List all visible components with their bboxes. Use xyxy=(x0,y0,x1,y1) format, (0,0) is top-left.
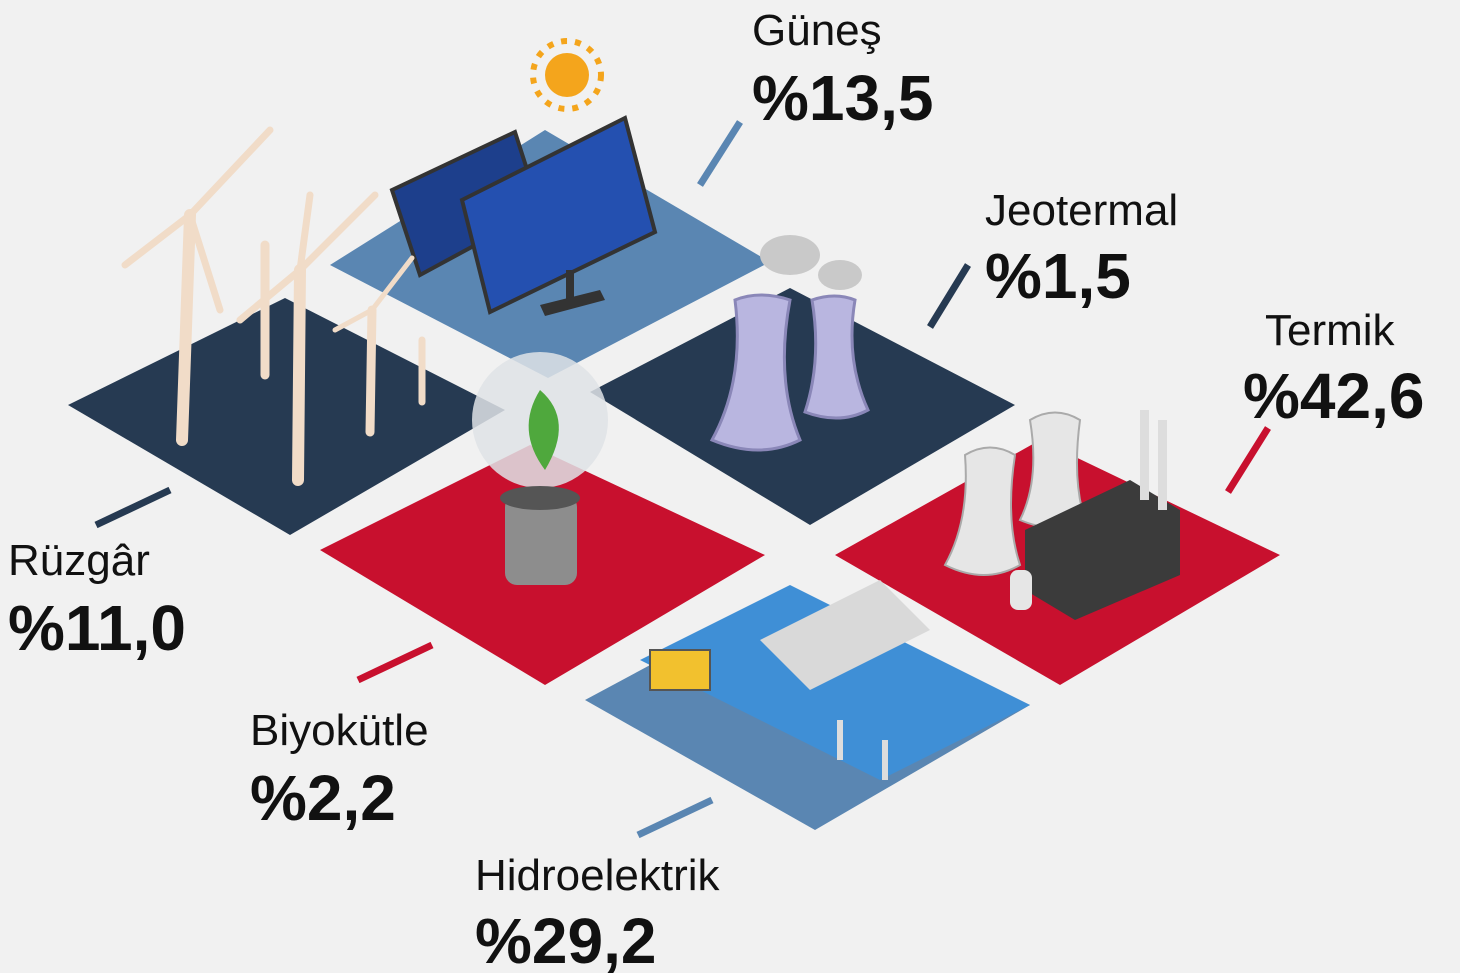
infographic: Güneş %13,5 Jeotermal %1,5 Termik %42,6 … xyxy=(0,0,1460,973)
source-share: %1,5 xyxy=(985,240,1131,312)
sun-icon xyxy=(533,41,601,109)
source-name: Jeotermal xyxy=(985,186,1178,235)
source-name: Biyokütle xyxy=(250,706,429,755)
source-share: %11,0 xyxy=(8,592,186,664)
source-name: Termik xyxy=(1265,306,1396,355)
source-share: %2,2 xyxy=(250,762,396,834)
source-share: %42,6 xyxy=(1243,360,1424,432)
source-name: Hidroelektrik xyxy=(475,851,721,900)
source-share: %29,2 xyxy=(475,905,656,973)
source-share: %13,5 xyxy=(752,62,933,134)
geothermal-tile xyxy=(590,288,1015,525)
source-name: Güneş xyxy=(752,6,882,55)
source-name: Rüzgâr xyxy=(8,536,150,585)
